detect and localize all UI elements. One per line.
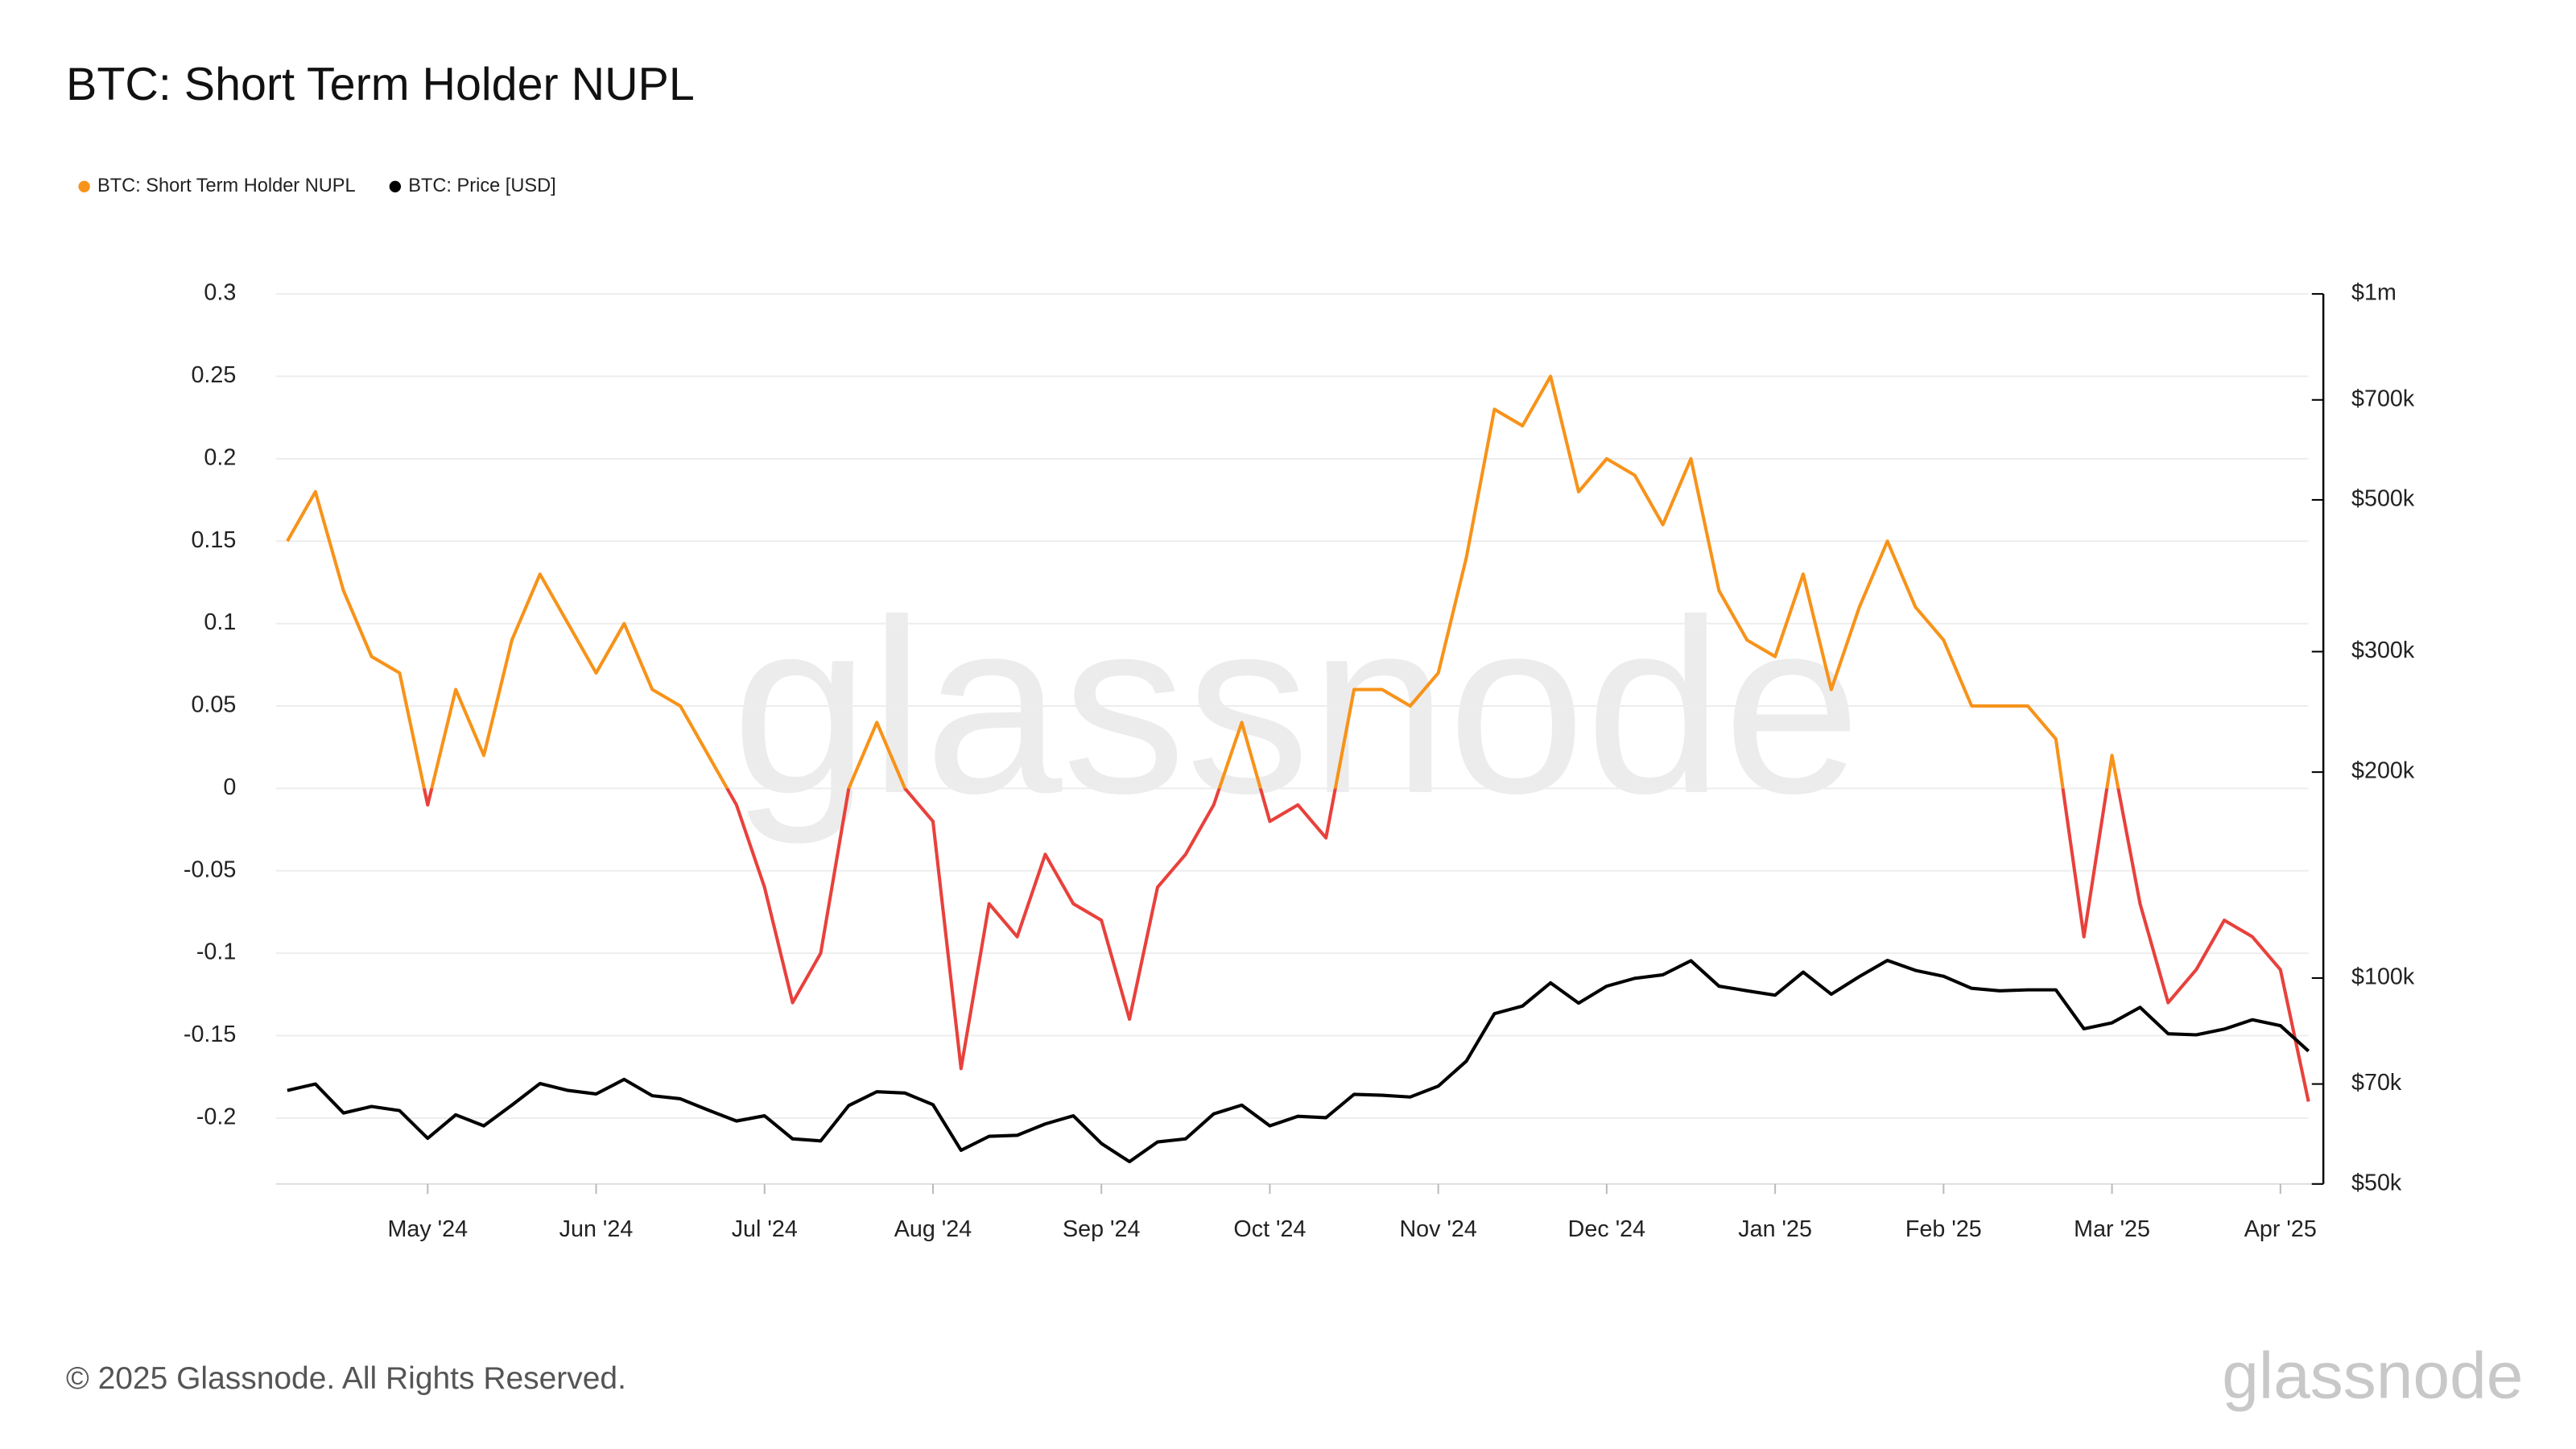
legend-label: BTC: Price [USD] [408,175,555,196]
series-line [286,374,2310,1102]
x-tick-label: Apr '25 [2244,1216,2317,1242]
x-tick-label: Mar '25 [2074,1216,2150,1242]
y-tick-label: 0.15 [191,527,236,553]
footer-logo: glassnode [2222,1340,2523,1413]
y-tick-label: 0.1 [204,609,236,635]
x-tick-label: Jul '24 [732,1216,798,1242]
x-tick-label: Nov '24 [1399,1216,1476,1242]
copyright: © 2025 Glassnode. All Rights Reserved. [66,1361,626,1396]
y-tick-label: 0 [223,774,236,800]
x-tick-label: Sep '24 [1063,1216,1140,1242]
chart-title: BTC: Short Term Holder NUPL [66,59,695,110]
x-tick-label: May '24 [387,1216,468,1242]
series-line [287,959,2310,1164]
y2-tick-label: $50k [2351,1170,2402,1195]
y2-tick-label: $300k [2351,638,2415,663]
y-tick-label: -0.1 [196,939,236,965]
x-tick-label: Jun '24 [559,1216,634,1242]
y2-tick-label: $70k [2351,1070,2402,1096]
y2-tick-label: $200k [2351,758,2415,784]
y-tick-label: 0.2 [204,444,236,470]
x-tick-label: Oct '24 [1233,1216,1306,1242]
legend-label: BTC: Short Term Holder NUPL [97,175,356,196]
y2-tick-label: $500k [2351,486,2415,512]
legend-marker [389,180,402,192]
y2-tick-label: $700k [2351,386,2415,411]
y-tick-label: -0.15 [184,1022,236,1047]
y-tick-label: 0.3 [204,280,236,306]
y-tick-label: 0.25 [191,362,236,388]
x-tick-label: Jan '25 [1738,1216,1812,1242]
y2-tick-label: $100k [2351,964,2415,990]
y-tick-label: 0.05 [191,692,236,718]
watermark: glassnode [732,568,1861,846]
y2-tick-label: $1m [2351,280,2396,306]
legend-marker [78,180,90,192]
x-tick-label: Feb '25 [1905,1216,1982,1242]
y-tick-label: -0.05 [184,857,236,882]
x-tick-label: Aug '24 [894,1216,972,1242]
x-tick-label: Dec '24 [1568,1216,1645,1242]
y-tick-label: -0.2 [196,1104,236,1129]
